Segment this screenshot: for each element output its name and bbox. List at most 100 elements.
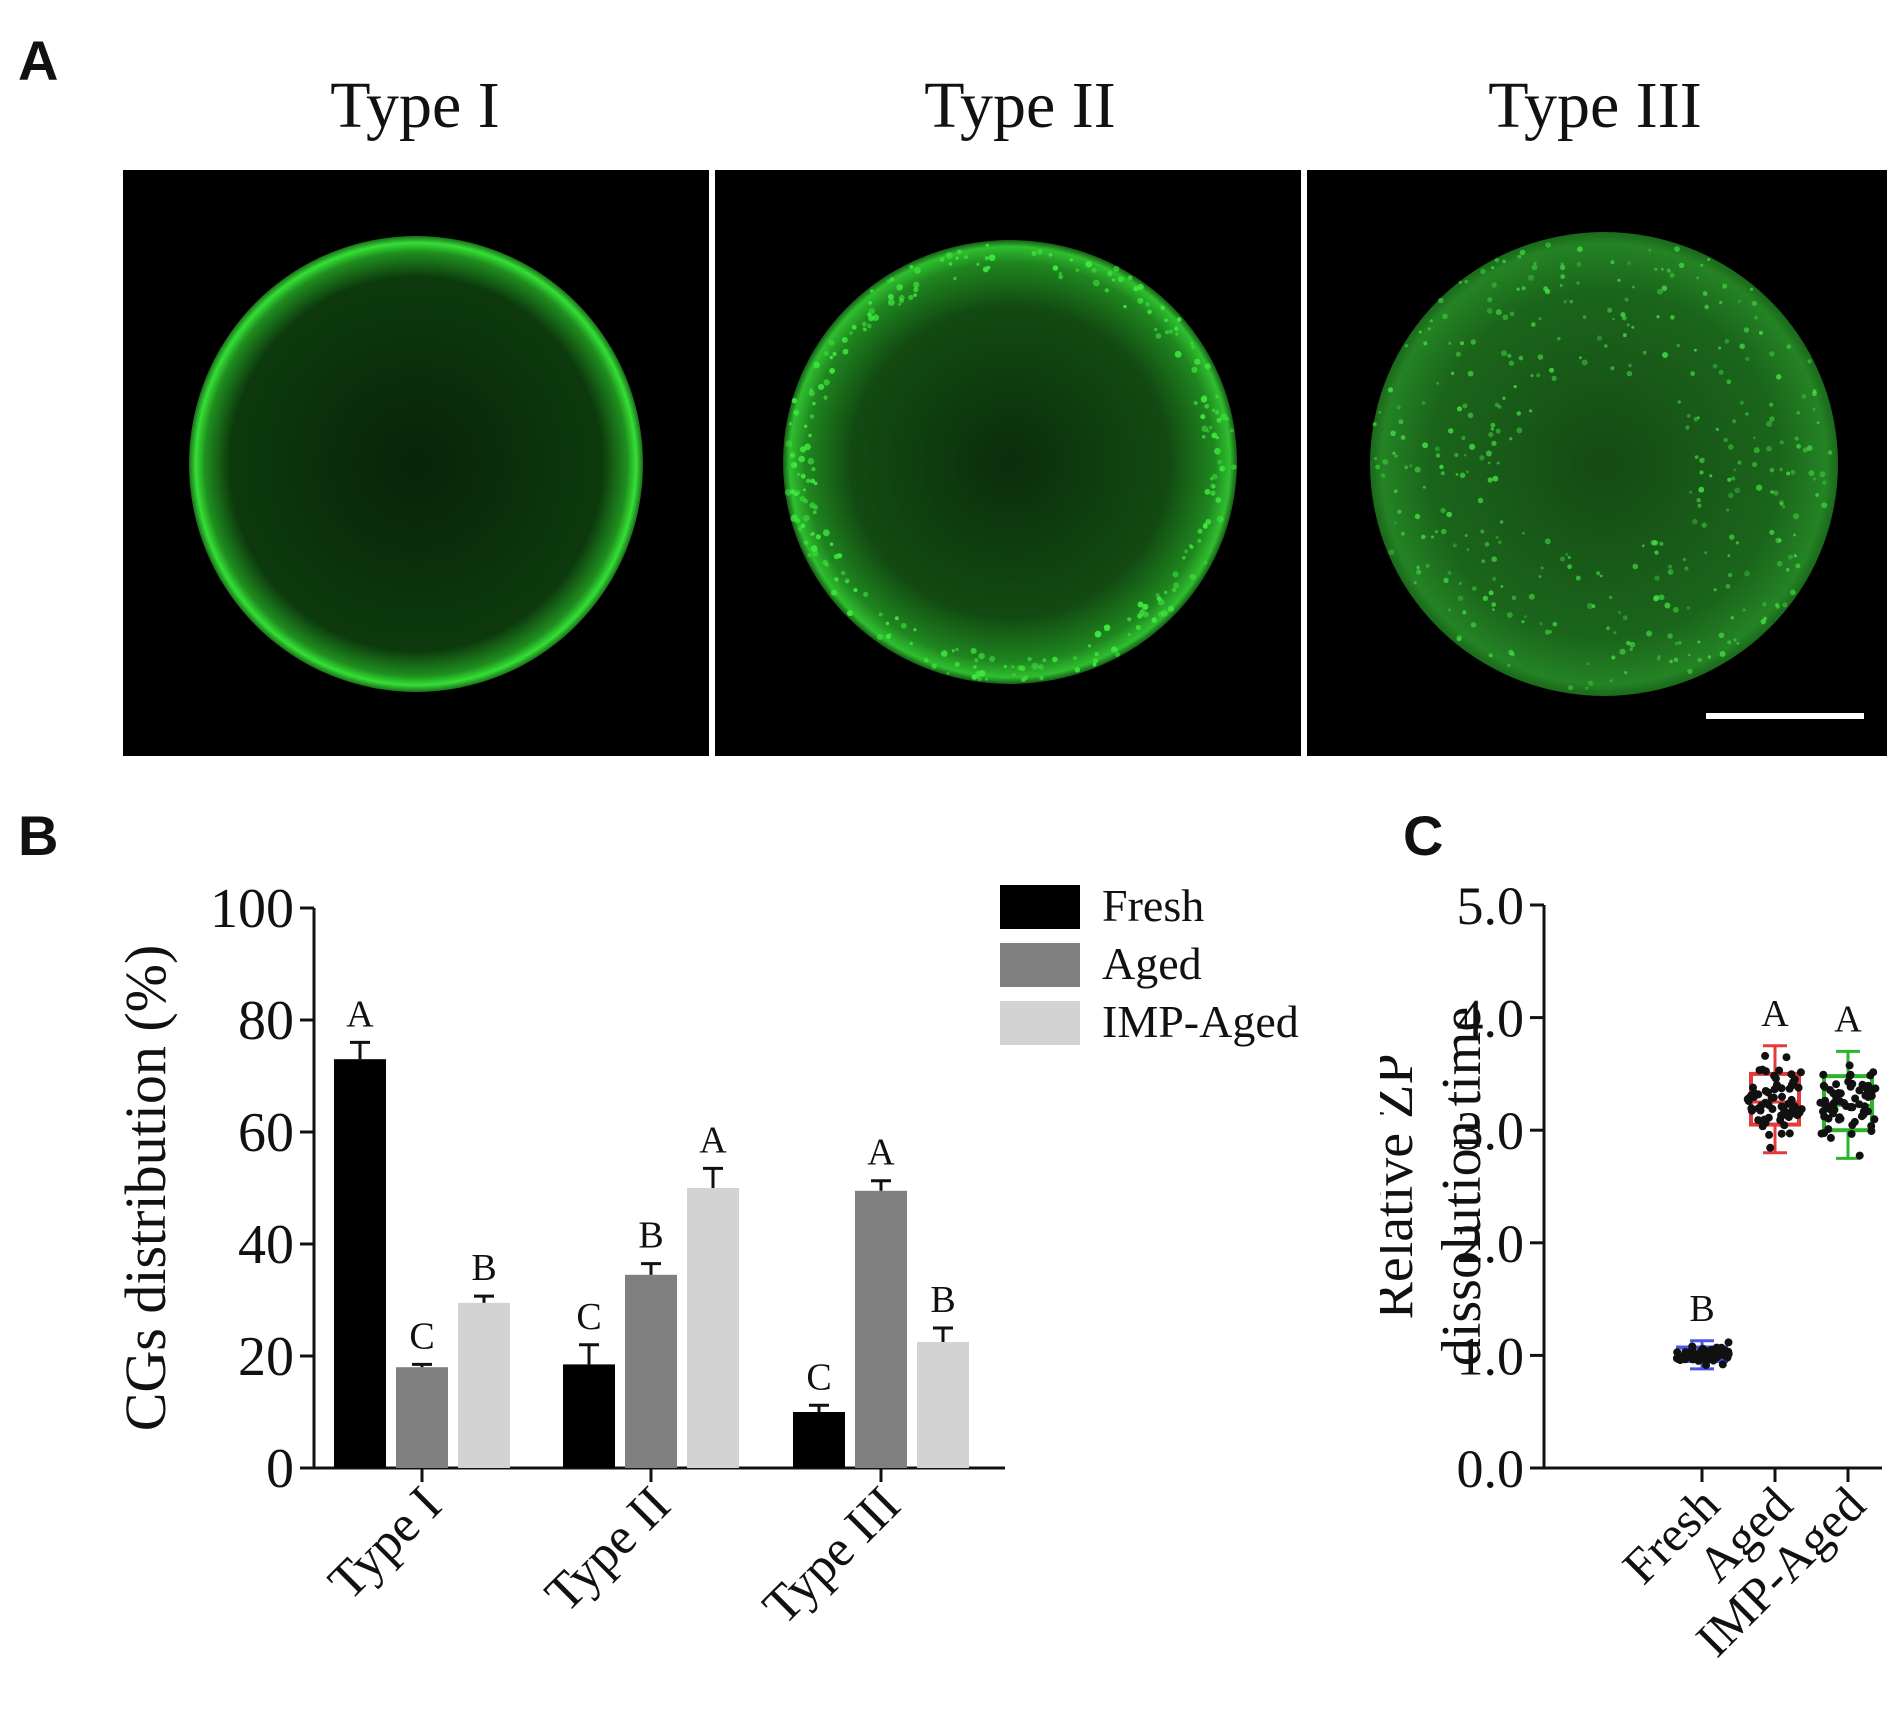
granule-dot — [1766, 445, 1772, 452]
data-point — [1820, 1082, 1829, 1091]
granule-dot — [822, 529, 830, 537]
data-point — [1778, 1092, 1786, 1101]
granule-dot — [1400, 435, 1406, 440]
granule-dot — [1457, 637, 1461, 642]
significance-letter: B — [930, 1279, 955, 1321]
granule-dot — [1702, 291, 1708, 296]
granule-dot — [1164, 590, 1168, 594]
bar-imp-aged-type-ii — [687, 1188, 739, 1468]
granule-dot — [1693, 416, 1699, 422]
granule-dot — [1664, 602, 1671, 609]
granule-dot — [1770, 490, 1774, 494]
granule-dot — [823, 379, 830, 386]
data-point — [1777, 1129, 1786, 1138]
granule-dot — [1211, 432, 1218, 439]
granule-dot — [1785, 567, 1790, 572]
granule-dot — [1742, 608, 1746, 612]
granule-dot — [1610, 260, 1615, 265]
granule-dot — [898, 302, 902, 306]
data-point — [1867, 1087, 1876, 1096]
granule-dot — [823, 395, 828, 400]
granule-dot — [1658, 594, 1665, 601]
granule-dot — [1516, 287, 1520, 291]
granule-dot — [1713, 588, 1717, 592]
granule-dot — [1421, 401, 1426, 405]
granule-dot — [1092, 658, 1099, 664]
granule-dot — [1530, 374, 1534, 378]
data-point — [1826, 1133, 1835, 1142]
granule-dot — [1202, 435, 1206, 439]
granule-dot — [1769, 416, 1775, 422]
granule-dot — [1404, 344, 1408, 348]
granule-dot — [1470, 622, 1477, 628]
granule-dot — [1753, 436, 1756, 440]
granule-dot — [1378, 410, 1382, 414]
granule-dot — [853, 588, 858, 593]
granule-dot — [1801, 394, 1807, 399]
granule-dot — [1796, 411, 1801, 415]
granule-dot — [829, 542, 834, 546]
granule-dot — [1782, 505, 1786, 509]
granule-dot — [900, 622, 907, 629]
granule-dot — [842, 348, 849, 355]
granule-dot — [1650, 540, 1657, 546]
significance-letter: A — [867, 1132, 895, 1174]
granule-dot — [1214, 447, 1221, 455]
granule-dot — [1425, 563, 1430, 568]
granule-dot — [1229, 428, 1234, 433]
granule-dot — [1812, 477, 1817, 481]
granule-dot — [1462, 403, 1468, 409]
granule-dot — [1481, 559, 1485, 564]
granule-dot — [1567, 556, 1571, 559]
granule-dot — [1155, 333, 1162, 339]
granule-dot — [1487, 297, 1493, 303]
granule-dot — [1497, 540, 1502, 545]
granule-dot — [1518, 355, 1524, 361]
granule-dot — [1495, 309, 1502, 316]
granule-dot — [1513, 385, 1517, 389]
granule-dot — [1038, 664, 1044, 670]
granule-dot — [1469, 443, 1476, 450]
granule-dot — [1495, 428, 1501, 434]
granule-dot — [1668, 564, 1672, 569]
granule-dot — [1697, 503, 1702, 508]
granule-dot — [1762, 602, 1767, 607]
granule-dot — [1511, 595, 1517, 601]
granule-dot — [1490, 422, 1496, 428]
granule-dot — [1733, 638, 1737, 642]
y-tick-label: 40 — [238, 1214, 294, 1276]
granule-dot — [1171, 587, 1177, 593]
granule-dot — [808, 433, 812, 438]
granule-dot — [1698, 486, 1705, 493]
granule-dot — [1687, 668, 1693, 674]
granule-dot — [1728, 444, 1734, 450]
granule-dot — [963, 255, 968, 260]
granule-dot — [803, 540, 809, 545]
granule-dot — [1565, 552, 1569, 556]
granule-dot — [1189, 573, 1196, 580]
granule-dot — [1508, 360, 1515, 366]
granule-dot — [1155, 593, 1160, 598]
granule-dot — [868, 301, 872, 305]
granule-dot — [1094, 630, 1102, 638]
granule-dot — [1485, 450, 1492, 457]
granule-dot — [1484, 541, 1490, 547]
granule-dot — [1372, 422, 1377, 427]
granule-dot — [1606, 626, 1610, 630]
granule-dot — [1725, 584, 1731, 589]
granule-dot — [1790, 469, 1796, 475]
granule-dot — [1685, 425, 1690, 430]
granule-dot — [1719, 651, 1726, 657]
granule-dot — [913, 628, 917, 632]
granule-dot — [1726, 379, 1732, 385]
granule-dot — [1176, 317, 1182, 322]
significance-letter: B — [638, 1215, 663, 1257]
granule-dot — [1661, 285, 1668, 291]
granule-dot — [807, 553, 811, 557]
granule-dot — [1231, 464, 1237, 470]
granule-dot — [1815, 493, 1820, 497]
granule-dot — [1382, 459, 1388, 465]
data-point — [1673, 1348, 1682, 1357]
granule-dot — [1069, 258, 1074, 262]
granule-dot — [1201, 395, 1208, 402]
